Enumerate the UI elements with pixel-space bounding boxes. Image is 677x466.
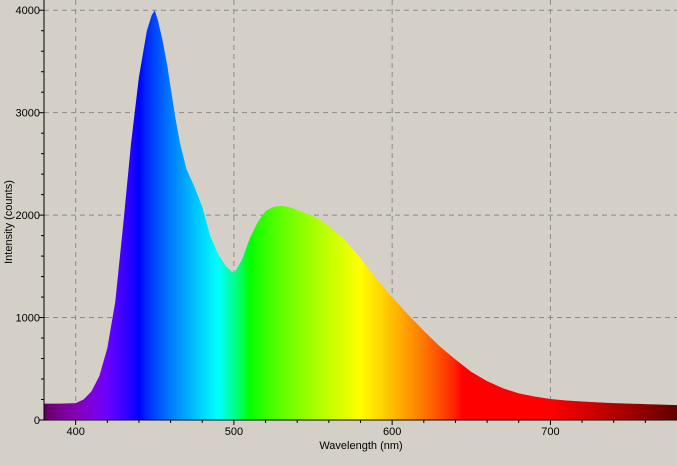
spectrum-area	[44, 10, 677, 420]
y-ticks: 0 1000 2000 3000 4000	[16, 5, 44, 427]
y-tick-label: 2000	[16, 210, 40, 222]
x-tick-label: 700	[541, 426, 559, 438]
y-axis-label: Intensity (counts)	[3, 180, 15, 264]
x-axis-label: Wavelength (nm)	[319, 440, 402, 452]
x-tick-label: 500	[225, 426, 243, 438]
x-ticks: 400 500 600 700	[66, 420, 646, 438]
x-tick-label: 400	[66, 426, 84, 438]
spectrum-area-layer	[44, 10, 677, 420]
y-tick-label: 0	[34, 415, 40, 427]
y-tick-label: 1000	[16, 313, 40, 325]
x-tick-label: 600	[383, 426, 401, 438]
y-tick-label: 3000	[16, 108, 40, 120]
y-tick-label: 4000	[16, 5, 40, 17]
